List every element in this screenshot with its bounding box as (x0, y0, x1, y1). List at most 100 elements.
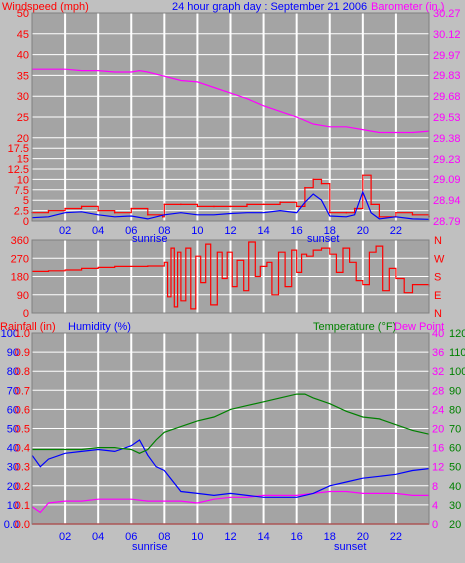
windspeed-point (229, 205, 232, 208)
x-tick-label: 10 (191, 225, 203, 237)
temperature-c-tick-label: 16 (432, 443, 444, 455)
compass-tick-label: E (434, 290, 441, 302)
rainfall-tick-label: 0.4 (15, 443, 30, 455)
direction-tick-label: 0 (23, 308, 29, 320)
humidity-tick-label: 80 (7, 366, 19, 378)
direction-tick-label: 90 (17, 290, 29, 302)
x-tick-label: 12 (224, 531, 236, 543)
plot-border (31, 239, 430, 314)
x-tick-label: 12 (224, 225, 236, 237)
barometer-axis-title: Barometer (in.) (371, 1, 444, 13)
humidity-tick-label: 70 (7, 385, 19, 397)
rainfall-tick-label: 0.8 (15, 366, 30, 378)
temperature-f-tick-label: 110 (449, 347, 465, 359)
windspeed-point (370, 203, 372, 206)
barometer-tick-label: 29.38 (433, 133, 461, 145)
x-tick-label: 08 (158, 531, 170, 543)
windspeed-point (262, 203, 265, 206)
windspeed-point (180, 203, 182, 206)
humidity-axis-title: Humidity (%) (68, 321, 131, 333)
x-tick-label: 18 (324, 225, 336, 237)
x-tick-label: 16 (291, 531, 303, 543)
rainfall-tick-label: 0.2 (15, 481, 30, 493)
direction-tick-label: 270 (11, 253, 29, 265)
humidity-tick-label: 0.0 (4, 519, 19, 531)
temperature-c-tick-label: 20 (432, 424, 444, 436)
sunset-label-top: sunset (307, 233, 339, 245)
rainfall-tick-label: 0.7 (15, 385, 30, 397)
windspeed-point (345, 211, 348, 214)
graph-title: 24 hour graph day : September 21 2006 (172, 1, 367, 13)
direction-tick-label: 360 (11, 235, 29, 247)
humidity-tick-label: 90 (7, 347, 19, 359)
temperature-c-tick-label: 12 (432, 462, 444, 474)
windspeed-tick-label: 25 (17, 112, 29, 124)
windspeed-point (279, 201, 281, 204)
windspeed-point (312, 178, 315, 181)
temperature-f-tick-label: 50 (449, 462, 461, 474)
compass-tick-label: W (434, 253, 445, 265)
windspeed-point (378, 216, 381, 218)
x-tick-label: 10 (191, 531, 203, 543)
windspeed-tick-label: 10 (17, 174, 29, 186)
plot-border (31, 12, 430, 222)
windspeed-point (353, 207, 356, 210)
compass-tick-label: S (434, 272, 441, 284)
rainfall-tick-label: 0.1 (15, 500, 30, 512)
windspeed-tick-label: 0 (23, 216, 29, 228)
barometer-tick-label: 29.23 (433, 154, 461, 166)
temperature-c-tick-label: 32 (432, 366, 444, 378)
windspeed-tick-label: 15 (17, 154, 29, 166)
temperature-axis-title: Temperature (°F) (313, 321, 396, 333)
humidity-tick-label: 40 (7, 443, 19, 455)
barometer-tick-label: 30.12 (433, 29, 461, 41)
humidity-tick-label: 10 (7, 500, 19, 512)
humidity-series-line (31, 439, 430, 498)
barometer-tick-label: 29.09 (433, 174, 461, 186)
temperature-c-tick-label: 40 (432, 328, 444, 340)
humidity-tick-label: 50 (7, 424, 19, 436)
x-tick-label: 20 (357, 531, 369, 543)
x-tick-label: 04 (92, 531, 104, 543)
x-tick-label: 22 (390, 531, 402, 543)
windspeed-tick-label: 45 (17, 29, 29, 41)
temperature-c-tick-label: 8 (432, 481, 438, 493)
temperature-f-tick-label: 70 (449, 424, 461, 436)
temperature-f-tick-label: 100 (449, 366, 465, 378)
barometer-series-line (32, 68, 430, 134)
x-tick-label: 06 (125, 225, 137, 237)
temperature-f-tick-label: 80 (449, 404, 461, 416)
temperature-c-tick-label: 28 (432, 385, 444, 397)
windspeed-point (304, 186, 306, 189)
barometer-tick-label: 29.68 (433, 91, 461, 103)
temperature-c-tick-label: 0 (432, 519, 438, 531)
windspeed-series-line (32, 174, 430, 218)
humidity-tick-label: 60 (7, 404, 19, 416)
windspeed-point (130, 207, 133, 210)
temperature-c-tick-label: 36 (432, 347, 444, 359)
temperature-f-tick-label: 120 (449, 328, 465, 340)
x-tick-label: 04 (92, 225, 104, 237)
dewpoint-axis-title: Dew Point (394, 321, 444, 333)
x-tick-label: 16 (291, 225, 303, 237)
humidity-tick-label: 100 (1, 328, 19, 340)
windspeed-point (64, 207, 66, 210)
x-tick-label: 08 (158, 225, 170, 237)
windspeed-tick-label: 30 (17, 91, 29, 103)
barometer-tick-label: 30.27 (433, 8, 461, 20)
temperature-f-tick-label: 30 (449, 500, 461, 512)
windspeed-point (196, 205, 199, 208)
direction-tick-label: 180 (11, 272, 29, 284)
rainfall-tick-label: 0.5 (15, 424, 30, 436)
temperature-c-tick-label: 4 (432, 500, 438, 512)
windspeed-tick-label: 2.5 (14, 206, 29, 218)
barometer-tick-label: 28.79 (433, 216, 461, 228)
windspeed-axis-title: Windspeed (mph) (2, 1, 89, 13)
windspeed-point (246, 203, 248, 206)
temperature-c-tick-label: 24 (432, 404, 444, 416)
x-tick-label: 18 (324, 531, 336, 543)
humidity-tick-label: 30 (7, 462, 19, 474)
windspeed-tick-label: 5 (23, 195, 29, 207)
